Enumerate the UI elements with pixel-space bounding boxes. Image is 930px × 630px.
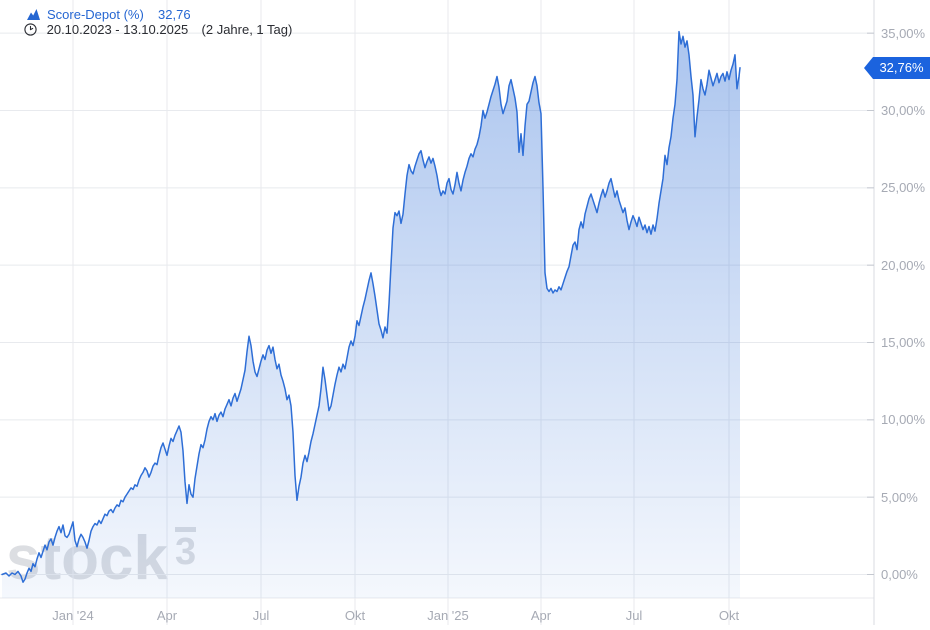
y-axis-label: 10,00% xyxy=(881,412,926,428)
area-fill xyxy=(2,31,740,599)
y-axis-label: 20,00% xyxy=(881,257,926,273)
x-axis-label: Jul xyxy=(252,608,270,623)
x-axis-label: Jul xyxy=(625,608,643,623)
x-axis-label: Jan '25 xyxy=(427,608,469,623)
time-range-duration: (2 Jahre, 1 Tag) xyxy=(194,22,293,37)
x-axis-label: Okt xyxy=(344,608,366,623)
series-legend[interactable]: Score-Depot (%) 32,76 xyxy=(27,7,191,22)
x-axis-label: Apr xyxy=(530,608,552,623)
y-axis-label: 25,00% xyxy=(881,180,926,196)
y-axis-label: 0,00% xyxy=(881,567,918,582)
x-axis-label: Okt xyxy=(718,608,740,623)
series-label: Score-Depot (%) xyxy=(47,7,144,22)
y-axis-label: 30,00% xyxy=(881,102,926,118)
y-axis-label: 15,00% xyxy=(881,334,926,350)
last-value-text: 32,76% xyxy=(879,60,924,76)
last-value-badge: 32,76% xyxy=(864,56,930,79)
time-range-text: 20.10.2023 - 13.10.2025 xyxy=(43,22,189,37)
x-axis-label: Apr xyxy=(156,608,178,623)
time-range[interactable]: 20.10.2023 - 13.10.2025 (2 Jahre, 1 Tag) xyxy=(24,22,292,37)
area-chart-icon xyxy=(27,9,40,20)
x-axis-label: Jan '24 xyxy=(52,608,94,623)
series-line xyxy=(1,30,741,583)
y-axis-label: 5,00% xyxy=(881,489,918,505)
clock-icon xyxy=(24,23,37,36)
series-value: 32,76 xyxy=(150,7,191,22)
y-axis-label: 35,00% xyxy=(881,25,926,41)
